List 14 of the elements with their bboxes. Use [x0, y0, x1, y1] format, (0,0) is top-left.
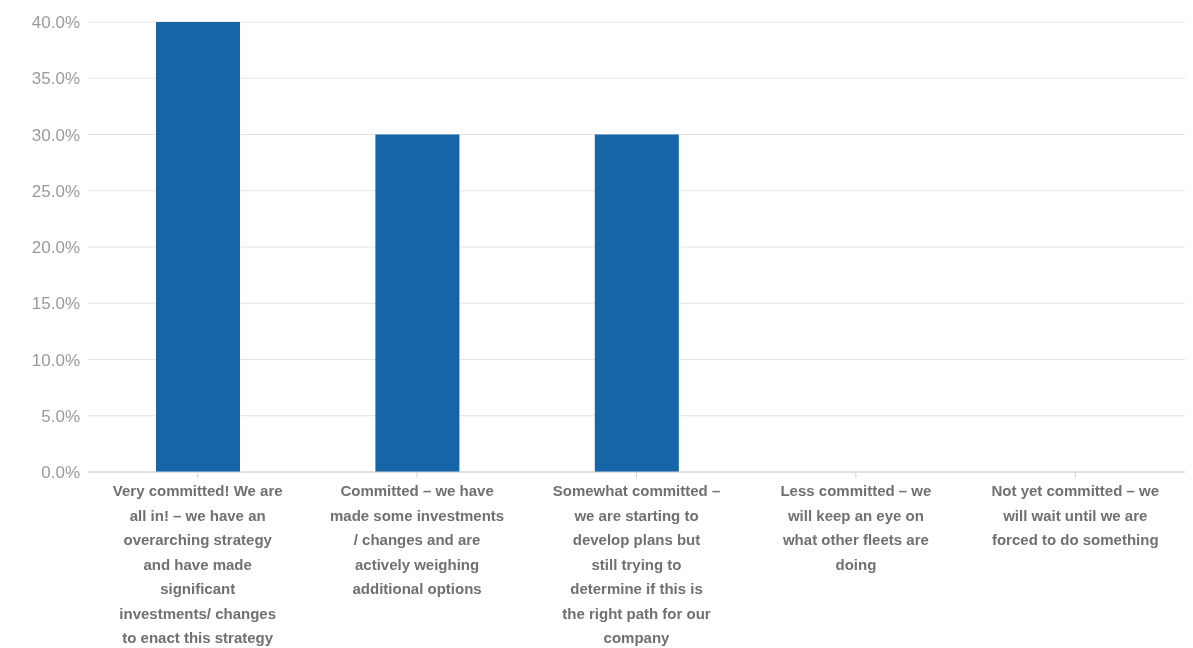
y-tick-label: 20.0%: [31, 238, 80, 258]
y-tick-label: 0.0%: [41, 463, 80, 483]
y-tick-label: 35.0%: [31, 69, 80, 89]
x-tick-label: Somewhat committed – we are starting to develop plans but still trying to determine if this is the right path for our company: [552, 482, 721, 646]
x-tick-label: Very committed! We are all in! – we have an overarching strategy and have made significant investments/ changes to enact this strategy: [112, 482, 283, 646]
y-tick-label: 5.0%: [41, 406, 80, 426]
y-tick-label: 15.0%: [31, 294, 80, 314]
y-tick-label: 10.0%: [31, 350, 80, 370]
y-tick-label: 25.0%: [31, 181, 80, 201]
x-tick-label: Not yet committed – we will wait until we are forced to do something: [991, 482, 1160, 548]
x-tick-label: Committed – we have made some investments / changes and are actively weighing additional options: [329, 482, 505, 597]
y-tick-label: 40.0%: [31, 13, 80, 33]
y-tick-label: 30.0%: [31, 125, 80, 145]
x-tick-label: Less committed – we will keep an eye on what other fleets are doing: [780, 482, 932, 573]
